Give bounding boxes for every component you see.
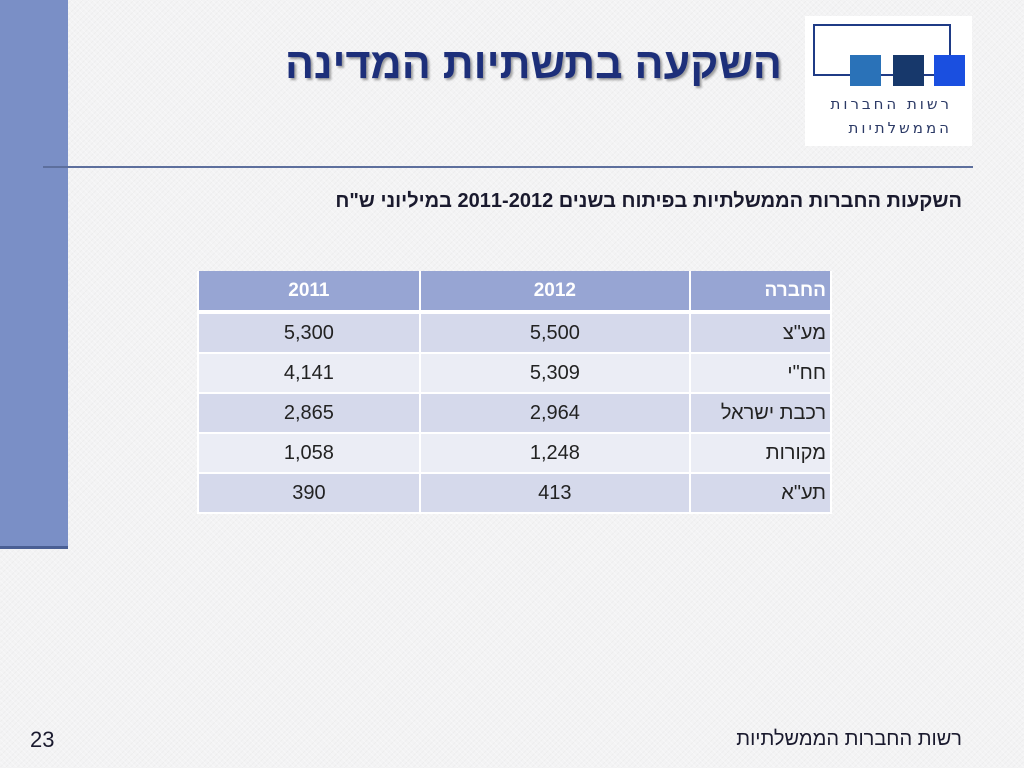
cell-2011: 390 (198, 473, 420, 513)
cell-company: רכבת ישראל (690, 393, 831, 433)
cell-company: תע"א (690, 473, 831, 513)
cell-2012: 413 (420, 473, 690, 513)
cell-2012: 1,248 (420, 433, 690, 473)
header-2012: 2012 (420, 271, 690, 312)
footer-text: רשות החברות הממשלתיות (736, 728, 962, 751)
title-divider (43, 166, 973, 168)
company-authority-logo: רשות החברות הממשלתיות (805, 16, 972, 146)
table-row: רכבת ישראל 2,964 2,865 (198, 393, 831, 433)
cell-2012: 2,964 (420, 393, 690, 433)
logo-text-line1: רשות החברות (812, 95, 952, 113)
cell-company: מקורות (690, 433, 831, 473)
cell-2011: 1,058 (198, 433, 420, 473)
side-accent-bar (0, 0, 68, 546)
table-row: חח"י 5,309 4,141 (198, 353, 831, 393)
slide-subtitle: השקעות החברות הממשלתיות בפיתוח בשנים 201… (335, 190, 962, 213)
cell-2011: 5,300 (198, 312, 420, 353)
page-number: 23 (30, 727, 54, 753)
logo-square-light (850, 55, 881, 86)
cell-2012: 5,500 (420, 312, 690, 353)
cell-2011: 4,141 (198, 353, 420, 393)
investment-table: החברה 2012 2011 מע"צ 5,500 5,300 חח"י 5,… (197, 271, 832, 514)
table-row: מקורות 1,248 1,058 (198, 433, 831, 473)
cell-company: מע"צ (690, 312, 831, 353)
logo-frame (813, 24, 951, 76)
side-accent-bar-edge (0, 546, 68, 549)
slide-title: השקעה בתשתיות המדינה (180, 40, 782, 89)
logo-text-line2: הממשלתיות (812, 119, 952, 137)
cell-company: חח"י (690, 353, 831, 393)
table-row: תע"א 413 390 (198, 473, 831, 513)
cell-2012: 5,309 (420, 353, 690, 393)
logo-square-dark (893, 55, 924, 86)
header-2011: 2011 (198, 271, 420, 312)
cell-2011: 2,865 (198, 393, 420, 433)
table-header-row: החברה 2012 2011 (198, 271, 831, 312)
table-row: מע"צ 5,500 5,300 (198, 312, 831, 353)
header-company: החברה (690, 271, 831, 312)
logo-square-bright (934, 55, 965, 86)
